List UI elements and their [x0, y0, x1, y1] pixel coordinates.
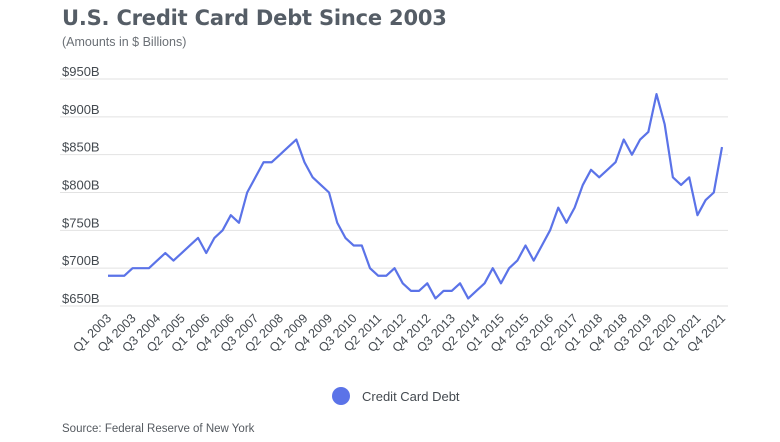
legend-label: Credit Card Debt [362, 388, 460, 404]
y-tick-label: $900B [62, 102, 100, 117]
line-chart: $650B $700B $750B $800B $850B $900B $950B Q1 2… [60, 64, 728, 355]
y-axis-ticks: $650B $700B $750B $800B $850B $900B $950B [62, 64, 100, 306]
y-tick-label: $650B [62, 291, 100, 306]
legend[interactable]: Credit Card Debt [332, 387, 460, 405]
y-tick-label: $800B [62, 178, 100, 193]
series-layer [108, 93, 724, 300]
legend-swatch-icon [332, 387, 350, 405]
y-tick-label: $700B [62, 253, 100, 268]
series-line-credit-card-debt [108, 93, 724, 300]
chart-title: U.S. Credit Card Debt Since 2003 [62, 6, 447, 30]
y-tick-label: $750B [62, 215, 100, 230]
source-note: Source: Federal Reserve of New York [62, 423, 255, 435]
y-tick-label: $850B [62, 140, 100, 155]
grid-lines [60, 78, 728, 307]
y-tick-label: $950B [62, 64, 100, 79]
chart-subtitle: (Amounts in $ Billions) [62, 35, 187, 49]
